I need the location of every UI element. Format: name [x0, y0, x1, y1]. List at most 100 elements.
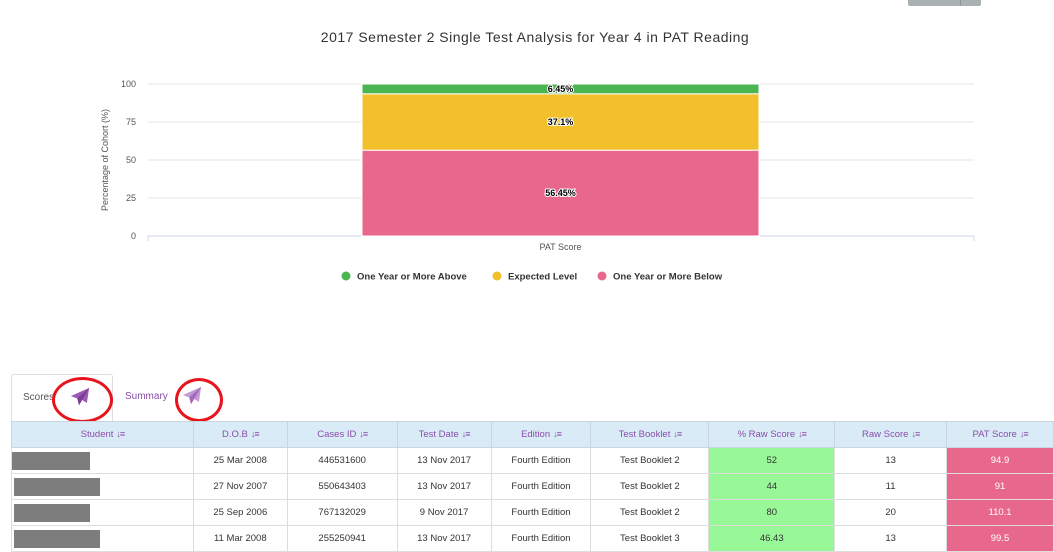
table-row[interactable]: 25 Sep 2006 767132029 9 Nov 2017 Fourth …	[11, 499, 1054, 526]
raw-score-cell: 11	[834, 473, 948, 500]
legend-marker	[341, 271, 351, 281]
student-name-cell	[11, 473, 194, 500]
y-tick-label: 75	[126, 117, 136, 127]
student-name-cell	[11, 499, 194, 526]
sort-icon[interactable]: ↓≡	[673, 429, 682, 439]
tab-scores[interactable]: Scores	[11, 374, 113, 423]
tab-scores-label: Scores	[23, 392, 55, 403]
raw-score-pct-cell: 52	[708, 447, 836, 474]
col-header-test-date[interactable]: Test Date ↓≡	[396, 421, 492, 448]
sort-icon[interactable]: ↓≡	[1019, 429, 1029, 439]
cases-id-cell: 550643403	[286, 473, 398, 500]
col-label: % Raw Score	[737, 429, 796, 440]
legend-item[interactable]: One Year or More Above	[341, 271, 467, 283]
button-divider	[960, 0, 961, 6]
y-tick-label: 25	[126, 193, 136, 203]
test-booklet-cell: Test Booklet 2	[590, 447, 710, 474]
cases-id-cell: 767132029	[286, 499, 398, 526]
test-date-cell: 9 Nov 2017	[396, 499, 492, 526]
test-date-cell: 13 Nov 2017	[396, 447, 492, 474]
col-header-raw-score[interactable]: Raw Score ↓≡	[834, 421, 948, 448]
col-header-raw-score-pct[interactable]: % Raw Score ↓≡	[708, 421, 836, 448]
dob-cell: 25 Mar 2008	[192, 447, 288, 474]
raw-score-pct-cell: 44	[708, 473, 836, 500]
chart-title: 2017 Semester 2 Single Test Analysis for…	[321, 29, 749, 45]
tab-summary[interactable]: Summary	[115, 374, 225, 422]
legend-label: One Year or More Above	[357, 272, 467, 283]
col-label: Test Booklet	[618, 429, 671, 440]
x-category-label: PAT Score	[539, 242, 581, 252]
raw-score-cell: 20	[834, 499, 948, 526]
legend-marker	[597, 271, 607, 281]
chart-bars: 56.45% 37.1% 6.45%	[361, 83, 760, 237]
legend-item[interactable]: One Year or More Below	[597, 271, 723, 283]
scores-table: Student ↓≡ D.O.B ↓≡ Cases ID ↓≡ Test Date ↓≡…	[11, 421, 1054, 552]
data-label: 6.45%	[548, 84, 574, 94]
col-header-edition[interactable]: Edition ↓≡	[490, 421, 592, 448]
data-label: 56.45%	[545, 188, 576, 198]
bar-segment[interactable]	[361, 149, 760, 237]
stacked-bar-chart: 2017 Semester 2 Single Test Analysis for…	[100, 29, 975, 283]
redacted-name	[14, 477, 100, 496]
dob-cell: 25 Sep 2006	[192, 499, 288, 526]
pat-score-cell: 110.1	[946, 499, 1054, 526]
legend-label: One Year or More Below	[613, 272, 723, 283]
data-label: 37.1%	[548, 117, 574, 127]
top-toolbar-button[interactable]	[908, 0, 981, 6]
raw-score-cell: 13	[834, 447, 948, 474]
redacted-name	[12, 451, 90, 470]
legend-marker	[492, 271, 502, 281]
col-header-test-booklet[interactable]: Test Booklet ↓≡	[590, 421, 710, 448]
pat-score-cell: 94.9	[946, 447, 1054, 474]
y-axis-ticks: 0 25 50 75 100	[121, 79, 136, 241]
student-name-cell	[11, 447, 194, 474]
col-label: Student	[80, 429, 114, 440]
table-row[interactable]: 25 Mar 2008 446531600 13 Nov 2017 Fourth…	[11, 447, 1054, 474]
edition-cell: Fourth Edition	[490, 499, 592, 526]
edition-cell: Fourth Edition	[490, 447, 592, 474]
col-label: PAT Score	[972, 429, 1017, 440]
raw-score-pct-cell: 80	[708, 499, 836, 526]
x-axis-categories: PAT Score	[539, 242, 581, 252]
redacted-name	[14, 529, 100, 548]
legend-item[interactable]: Expected Level	[492, 271, 578, 283]
tab-summary-label: Summary	[125, 391, 168, 402]
sort-icon[interactable]: ↓≡	[250, 429, 260, 439]
col-header-pat-score[interactable]: PAT Score ↓≡	[946, 421, 1054, 448]
redacted-name	[14, 503, 90, 522]
y-tick-label: 0	[131, 231, 136, 241]
col-label: Edition	[521, 429, 551, 440]
sort-icon[interactable]: ↓≡	[116, 429, 125, 439]
table-row[interactable]: 27 Nov 2007 550643403 13 Nov 2017 Fourth…	[11, 473, 1054, 500]
sort-icon[interactable]: ↓≡	[798, 429, 807, 439]
cases-id-cell: 446531600	[286, 447, 398, 474]
pat-score-cell: 91	[946, 473, 1054, 500]
edition-cell: Fourth Edition	[490, 473, 592, 500]
col-header-cases-id[interactable]: Cases ID ↓≡	[286, 421, 398, 448]
test-booklet-cell: Test Booklet 2	[590, 473, 710, 500]
annotation-circle	[52, 377, 113, 423]
view-tabs: Scores Summary	[11, 374, 1054, 423]
col-header-dob[interactable]: D.O.B ↓≡	[192, 421, 288, 448]
bar-segment[interactable]	[361, 93, 760, 151]
y-axis-label: Percentage of Cohort (%)	[100, 109, 110, 211]
sort-icon[interactable]: ↓≡	[461, 429, 471, 439]
col-label: Raw Score	[861, 429, 909, 440]
table-header-row: Student ↓≡ D.O.B ↓≡ Cases ID ↓≡ Test Date ↓≡…	[11, 421, 1054, 448]
bar-segment[interactable]	[361, 83, 760, 95]
annotation-circle	[175, 378, 223, 422]
dob-cell: 27 Nov 2007	[192, 473, 288, 500]
chart-legend[interactable]: One Year or More Above Expected Level One …	[341, 271, 723, 283]
sort-icon[interactable]: ↓≡	[911, 429, 920, 439]
legend-label: Expected Level	[508, 272, 577, 283]
col-label: Test Date	[418, 429, 459, 440]
sort-icon[interactable]: ↓≡	[553, 429, 562, 439]
col-label: Cases ID	[317, 429, 357, 440]
col-header-student[interactable]: Student ↓≡	[11, 421, 194, 448]
col-label: D.O.B	[221, 429, 248, 440]
sort-icon[interactable]: ↓≡	[359, 429, 368, 439]
y-tick-label: 50	[126, 155, 136, 165]
test-date-cell: 13 Nov 2017	[396, 473, 492, 500]
test-booklet-cell: Test Booklet 2	[590, 499, 710, 526]
y-tick-label: 100	[121, 79, 136, 89]
